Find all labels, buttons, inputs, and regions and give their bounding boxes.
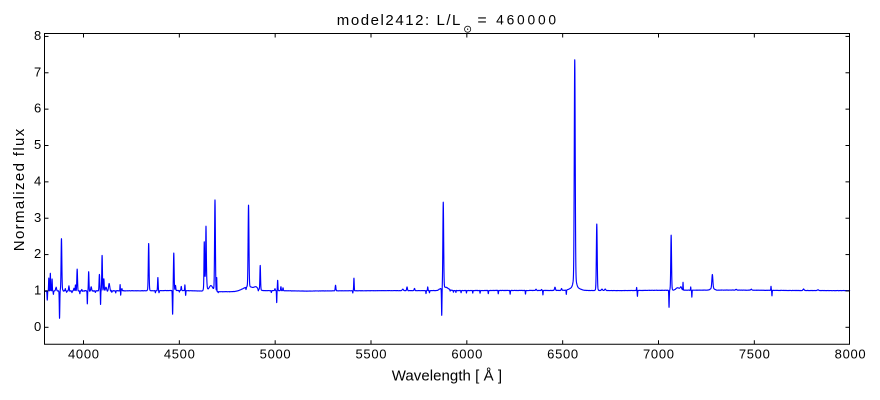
svg-text:model2412: L/L: model2412: L/L <box>337 12 461 29</box>
svg-text:7000: 7000 <box>643 347 674 362</box>
svg-text:4: 4 <box>34 173 41 188</box>
svg-text:0: 0 <box>34 319 41 334</box>
svg-text:Normalized flux: Normalized flux <box>11 128 28 251</box>
svg-text:4000: 4000 <box>68 347 99 362</box>
svg-text:Wavelength [ Å ]: Wavelength [ Å ] <box>392 367 502 384</box>
svg-text:2: 2 <box>34 246 41 261</box>
svg-text:6500: 6500 <box>547 347 578 362</box>
svg-text:6: 6 <box>34 101 41 116</box>
svg-text:=: = <box>477 12 486 29</box>
svg-text:⊙: ⊙ <box>463 23 472 35</box>
svg-text:4500: 4500 <box>164 347 195 362</box>
svg-text:7500: 7500 <box>739 347 770 362</box>
svg-text:3: 3 <box>34 210 41 225</box>
svg-text:5: 5 <box>34 137 41 152</box>
svg-text:5500: 5500 <box>356 347 387 362</box>
svg-text:7: 7 <box>34 64 41 79</box>
svg-text:6000: 6000 <box>451 347 482 362</box>
svg-text:1: 1 <box>34 283 41 298</box>
svg-text:5000: 5000 <box>260 347 291 362</box>
svg-text:8: 8 <box>34 28 41 43</box>
svg-text:8000: 8000 <box>835 347 866 362</box>
